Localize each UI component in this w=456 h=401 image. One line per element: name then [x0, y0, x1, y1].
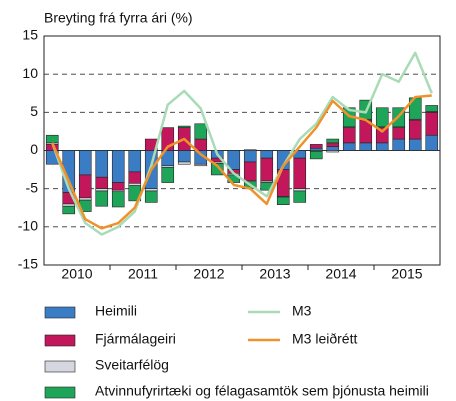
bar [95, 190, 109, 207]
line [51, 51, 433, 236]
bar [78, 150, 92, 176]
bar [326, 142, 340, 147]
chart-title: Breyting frá fyrra ári (%) [44, 10, 193, 26]
bar [177, 125, 191, 128]
legend-label: Sveitarfélög [95, 357, 169, 373]
y-tick-label: 0 [30, 141, 38, 157]
bar [408, 138, 422, 151]
bar [392, 138, 406, 151]
bar [326, 150, 340, 153]
bar [210, 163, 224, 176]
bar [177, 161, 191, 165]
bar [309, 144, 323, 149]
bar [359, 142, 373, 151]
bar [111, 182, 125, 191]
bar [95, 150, 109, 178]
bar [342, 127, 356, 144]
legend-swatch [44, 360, 76, 373]
bar [392, 127, 406, 140]
legend-swatch [44, 386, 76, 399]
bar [45, 134, 59, 144]
bar [111, 150, 125, 183]
bar [243, 149, 257, 151]
bar [260, 150, 274, 159]
bar [78, 197, 92, 201]
bar [194, 163, 208, 167]
bar [95, 188, 109, 192]
bar [276, 196, 290, 205]
bar [95, 176, 109, 189]
bar [243, 150, 257, 163]
legend-label: M3 leiðrétt [292, 331, 357, 347]
bar [342, 142, 356, 151]
bar [62, 203, 76, 207]
bar [408, 119, 422, 140]
y-tick-label: 15 [22, 27, 38, 43]
x-group-label: 2010 [61, 266, 92, 282]
bar [309, 147, 323, 151]
bar [78, 174, 92, 199]
bar [375, 107, 389, 128]
bar [326, 138, 340, 144]
bar [111, 191, 125, 208]
bar [260, 157, 274, 182]
bar [194, 123, 208, 140]
legend-label: Atvinnufyrirtæki og félagasamtök sem þjó… [95, 383, 429, 399]
bar [243, 161, 257, 182]
bar [425, 134, 439, 151]
bar [144, 188, 158, 192]
legend-label: Heimili [95, 303, 137, 319]
bar [144, 190, 158, 203]
x-group-label: 2013 [259, 266, 290, 282]
bar [161, 166, 175, 183]
y-tick-label: 5 [30, 103, 38, 119]
bar [293, 157, 307, 189]
legend-label: M3 [292, 303, 312, 319]
bar [425, 105, 439, 112]
x-group-label: 2014 [325, 266, 356, 282]
line [51, 94, 432, 230]
y-tick-label: -15 [18, 256, 38, 272]
y-tick-label: 10 [22, 65, 38, 81]
bar [309, 150, 323, 160]
bar [425, 112, 439, 136]
bar [177, 150, 191, 163]
bar [375, 142, 389, 151]
x-group-label: 2015 [391, 266, 422, 282]
legend-swatch [44, 334, 76, 347]
bar [128, 171, 142, 184]
x-group-label: 2012 [193, 266, 224, 282]
bar [128, 150, 142, 173]
bar [326, 146, 340, 151]
x-group-label: 2011 [128, 266, 158, 282]
legend-swatch [44, 306, 76, 319]
legend-label: Fjármálageiri [95, 331, 176, 347]
bar [128, 183, 142, 186]
y-tick-label: -5 [26, 179, 39, 195]
bar [62, 205, 76, 215]
bar [293, 188, 307, 192]
bar [293, 190, 307, 203]
y-tick-label: -10 [18, 218, 38, 234]
